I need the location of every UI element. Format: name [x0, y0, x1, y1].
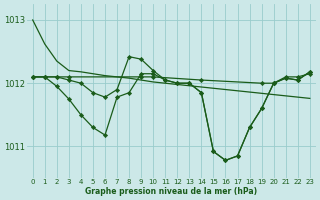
- X-axis label: Graphe pression niveau de la mer (hPa): Graphe pression niveau de la mer (hPa): [85, 187, 257, 196]
